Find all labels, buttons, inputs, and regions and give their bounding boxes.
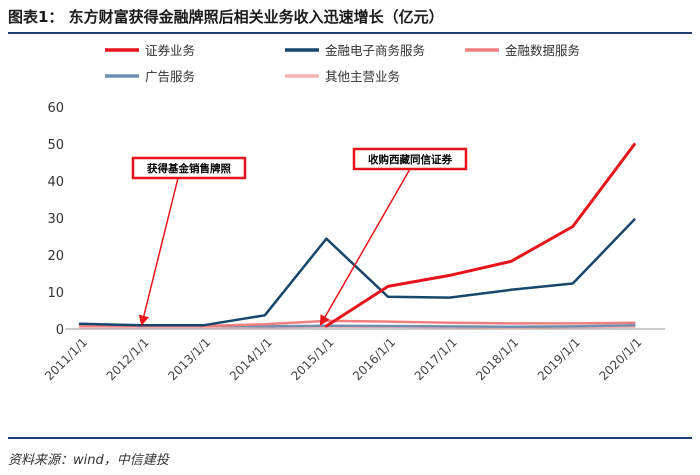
y-tick-label: 40 bbox=[47, 175, 64, 190]
x-tick-label: 2011/1/1 bbox=[42, 335, 90, 383]
legend-label: 广告服务 bbox=[145, 69, 195, 84]
chart-axes: 0 10 20 30 40 50 60 2011/1/1 2012/1/1 2013/1/1 201… bbox=[42, 101, 665, 383]
y-tick-label: 10 bbox=[47, 286, 64, 301]
y-tick-label: 30 bbox=[47, 212, 64, 227]
x-tick-label: 2020/1/1 bbox=[597, 335, 645, 383]
annotation-box bbox=[131, 156, 247, 180]
legend-label: 证券业务 bbox=[145, 43, 195, 58]
x-tick-label: 2013/1/1 bbox=[165, 335, 213, 383]
x-tick-label: 2015/1/1 bbox=[289, 335, 337, 383]
x-tick-label: 2019/1/1 bbox=[535, 335, 583, 383]
x-tick-label: 2012/1/1 bbox=[104, 335, 152, 383]
legend-label: 金融数据服务 bbox=[505, 43, 580, 58]
series-lines bbox=[78, 142, 636, 329]
x-tick-label: 2014/1/1 bbox=[227, 335, 275, 383]
series-line bbox=[78, 218, 636, 327]
line-chart: 0 10 20 30 40 50 60 2011/1/1 2012/1/1 2013/1/1 201… bbox=[42, 43, 665, 383]
annotation-arrow bbox=[138, 177, 179, 327]
y-tick-label: 60 bbox=[47, 101, 64, 116]
series-line bbox=[324, 142, 636, 328]
source-note: 资料来源：wind，中信建投 bbox=[8, 453, 169, 468]
annotation-label: 获得基金销售牌照 bbox=[147, 162, 231, 175]
x-tick-label: 2018/1/1 bbox=[473, 335, 521, 383]
legend-label: 金融电子商务服务 bbox=[325, 43, 425, 58]
x-tick-label: 2017/1/1 bbox=[412, 335, 460, 383]
annotation-label: 收购西藏同信证券 bbox=[368, 153, 452, 166]
footer-rule bbox=[8, 437, 692, 439]
y-tick-label: 0 bbox=[56, 323, 64, 338]
x-tick-label: 2016/1/1 bbox=[350, 335, 398, 383]
annotation-arrow bbox=[319, 168, 411, 326]
figure-title: 图表1： 东方财富获得金融牌照后相关业务收入迅速增长（亿元） bbox=[8, 8, 444, 26]
legend-label: 其他主营业务 bbox=[325, 69, 400, 84]
title-rule bbox=[8, 32, 692, 34]
y-tick-label: 50 bbox=[47, 138, 64, 153]
chart-annotations: 获得基金销售牌照 收购西藏同信证券 bbox=[131, 147, 468, 327]
y-tick-label: 20 bbox=[47, 249, 64, 264]
